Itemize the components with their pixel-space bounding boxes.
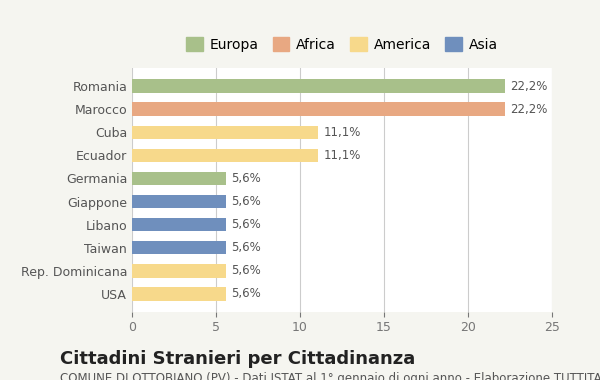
Text: 5,6%: 5,6%	[231, 172, 261, 185]
Text: 5,6%: 5,6%	[231, 241, 261, 254]
Text: 11,1%: 11,1%	[323, 126, 361, 139]
Text: 5,6%: 5,6%	[231, 264, 261, 277]
Bar	[132, 103, 505, 116]
Legend: Europa, Africa, America, Asia: Europa, Africa, America, Asia	[181, 32, 503, 57]
Text: 22,2%: 22,2%	[510, 80, 547, 93]
Bar	[132, 195, 226, 208]
Bar	[132, 172, 226, 185]
Text: 5,6%: 5,6%	[231, 218, 261, 231]
Bar	[132, 79, 505, 93]
Text: 11,1%: 11,1%	[323, 149, 361, 162]
Bar	[132, 264, 226, 277]
Bar	[132, 287, 226, 301]
Bar	[132, 149, 319, 162]
Text: 5,6%: 5,6%	[231, 287, 261, 300]
Bar	[132, 218, 226, 231]
Bar	[132, 241, 226, 255]
Text: Cittadini Stranieri per Cittadinanza: Cittadini Stranieri per Cittadinanza	[60, 350, 415, 367]
Bar	[132, 125, 319, 139]
Text: 5,6%: 5,6%	[231, 195, 261, 208]
Text: 22,2%: 22,2%	[510, 103, 547, 116]
Text: COMUNE DI OTTOBIANO (PV) - Dati ISTAT al 1° gennaio di ogni anno - Elaborazione : COMUNE DI OTTOBIANO (PV) - Dati ISTAT al…	[60, 372, 600, 380]
